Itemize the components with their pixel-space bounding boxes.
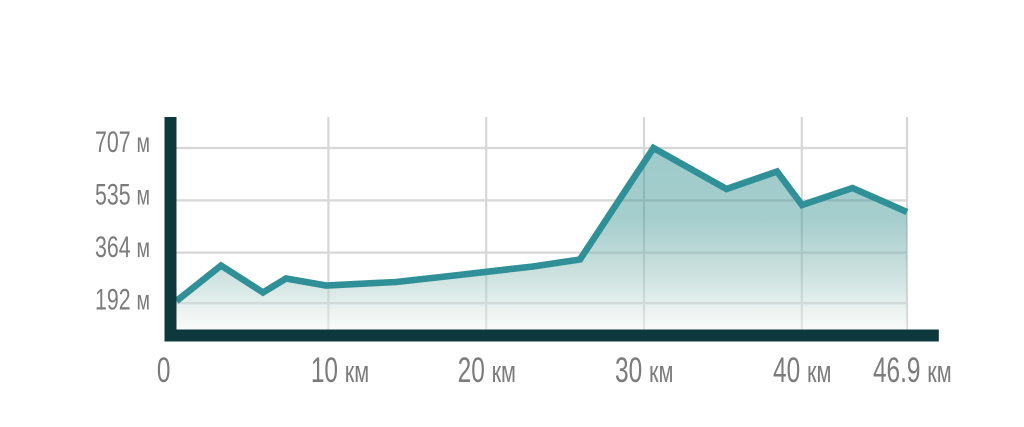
svg-text:535 м: 535 м (95, 179, 150, 211)
svg-text:0: 0 (157, 352, 171, 390)
svg-text:707 м: 707 м (95, 126, 150, 158)
svg-text:10 км: 10 км (311, 352, 369, 390)
svg-text:364 м: 364 м (95, 231, 150, 263)
svg-text:30 км: 30 км (615, 352, 673, 390)
svg-text:20 км: 20 км (458, 352, 516, 390)
svg-text:40 км: 40 км (773, 352, 831, 390)
svg-text:192 м: 192 м (95, 284, 150, 316)
svg-text:46.9 км: 46.9 км (873, 352, 952, 390)
